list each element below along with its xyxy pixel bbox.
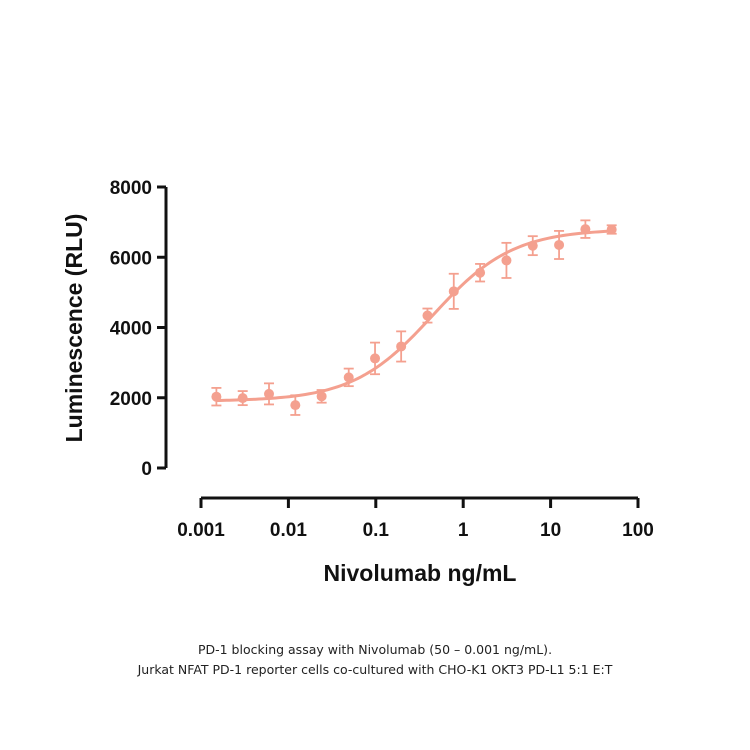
x-tick-label: 10 [540,520,561,541]
data-marker [527,240,538,251]
data-point [290,394,301,416]
caption-line-2: Jurkat NFAT PD-1 reporter cells co-cultu… [137,662,613,677]
caption-line-1: PD-1 blocking assay with Nivolumab (50 –… [197,642,553,657]
data-marker [316,391,327,402]
data-point [316,389,327,404]
data-marker [448,286,459,297]
y-axis: 0 2000 4000 6000 8000 [110,178,168,480]
data-point [475,263,486,283]
data-marker [475,267,486,278]
data-point [606,224,617,235]
x-axis: 0.001 0.01 0.1 1 10 100 [177,496,654,541]
data-marker [237,393,248,404]
data-marker [580,224,591,235]
data-marker [396,341,407,352]
y-tick-label: 2000 [110,389,152,410]
data-marker [370,353,381,364]
x-tick-label: 0.01 [270,520,307,541]
data-marker [554,239,565,250]
y-tick-label: 6000 [110,248,152,269]
data-marker [211,391,222,402]
data-point [448,272,459,310]
data-point [396,330,407,363]
data-point [343,367,354,388]
x-tick-label: 1 [458,520,469,541]
data-marker [422,310,433,321]
data-point [237,390,248,407]
data-marker [606,224,617,235]
data-point [211,387,222,407]
data-marker [343,372,354,383]
y-axis-title: Luminescence (RLU) [61,214,87,443]
y-tick-label: 4000 [110,319,152,340]
data-point [554,230,565,260]
data-point [264,382,275,406]
x-axis-title: Nivolumab ng/mL [324,560,517,586]
data-marker [290,400,301,411]
fit-curve [216,229,612,402]
data-point [501,241,512,279]
data-point [527,235,538,257]
x-tick-label: 0.1 [363,520,390,541]
y-tick-label: 0 [141,459,152,480]
data-point [422,307,433,324]
data-point [580,219,591,239]
data-points [211,219,617,416]
y-tick-label: 8000 [110,178,152,199]
x-tick-label: 0.001 [177,520,225,541]
data-marker [501,255,512,266]
data-marker [264,388,275,399]
data-point [370,341,381,376]
x-tick-label: 100 [622,520,654,541]
